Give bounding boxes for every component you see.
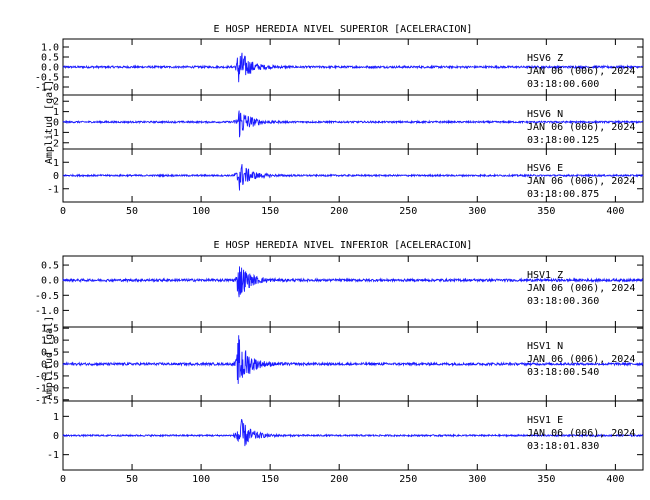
x-tick-label: 350 [537, 474, 555, 485]
station-label: HSV1 E [527, 415, 563, 426]
station-label: HSV6 E [527, 163, 563, 174]
date-label: JAN 06 (006), 2024 [527, 122, 635, 133]
y-axis-label-superior: Amplitud [gal] [44, 80, 55, 164]
time-label: 03:18:00.360 [527, 296, 599, 307]
y-tick-label: 1.5 [41, 324, 59, 335]
y-axis-label-inferior: Amplitud [gal] [44, 316, 55, 400]
y-tick-label: 1 [53, 412, 59, 423]
y-tick-label: 2 [53, 97, 59, 108]
y-tick-label: -0.5 [35, 371, 59, 382]
y-tick-label: 0.5 [41, 261, 59, 272]
date-label: JAN 06 (006), 2024 [527, 354, 635, 365]
x-tick-label: 50 [126, 206, 138, 217]
y-tick-label: -1 [47, 128, 59, 139]
x-tick-label: 250 [399, 474, 417, 485]
y-tick-label: -0.5 [35, 291, 59, 302]
date-label: JAN 06 (006), 2024 [527, 176, 635, 187]
date-label: JAN 06 (006), 2024 [527, 428, 635, 439]
x-tick-label: 300 [468, 474, 486, 485]
station-label: HSV1 N [527, 341, 563, 352]
time-label: 03:18:01.830 [527, 441, 599, 452]
y-tick-label: 0.5 [41, 348, 59, 359]
x-tick-label: 300 [468, 206, 486, 217]
x-tick-label: 0 [60, 474, 66, 485]
seismic-trace-hsv6-z [62, 52, 644, 83]
y-tick-label: -1.0 [35, 306, 59, 317]
y-tick-label: 0 [53, 118, 59, 129]
x-tick-label: 250 [399, 206, 417, 217]
x-tick-label: 200 [330, 474, 348, 485]
y-tick-label: 1.0 [41, 43, 59, 54]
y-tick-label: 0 [53, 171, 59, 182]
y-tick-label: 1 [53, 107, 59, 118]
x-tick-label: 150 [261, 206, 279, 217]
seismic-trace-hsv1-n [62, 335, 644, 384]
y-tick-label: -1 [47, 184, 59, 195]
station-label: HSV6 N [527, 109, 563, 120]
y-tick-label: 0 [53, 431, 59, 442]
x-tick-label: 100 [192, 206, 210, 217]
x-tick-label: 100 [192, 474, 210, 485]
station-label: HSV6 Z [527, 53, 563, 64]
seismic-trace-hsv6-n [62, 110, 644, 138]
time-label: 03:18:00.540 [527, 367, 599, 378]
x-tick-label: 400 [606, 474, 624, 485]
y-tick-label: 0.0 [41, 360, 59, 371]
y-tick-label: -1 [47, 450, 59, 461]
y-tick-label: 0.0 [41, 63, 59, 74]
time-label: 03:18:00.875 [527, 189, 599, 200]
y-tick-label: 0.0 [41, 276, 59, 287]
seismic-trace-hsv1-z [62, 266, 644, 298]
time-label: 03:18:00.600 [527, 79, 599, 90]
y-tick-label: -2 [47, 138, 59, 149]
x-tick-label: 150 [261, 474, 279, 485]
x-tick-label: 400 [606, 206, 624, 217]
chart-title-superior: E HOSP HEREDIA NIVEL SUPERIOR [ACELERACI… [214, 24, 473, 35]
y-tick-label: -0.5 [35, 73, 59, 84]
y-tick-label: -1.0 [35, 383, 59, 394]
chart-title-inferior: E HOSP HEREDIA NIVEL INFERIOR [ACELERACI… [214, 240, 473, 251]
y-tick-label: -1.0 [35, 83, 59, 94]
y-tick-label: 1.0 [41, 336, 59, 347]
x-tick-label: 0 [60, 206, 66, 217]
date-label: JAN 06 (006), 2024 [527, 283, 635, 294]
y-tick-label: 1 [53, 158, 59, 169]
seismic-trace-hsv1-e [62, 419, 644, 447]
y-tick-label: 0.5 [41, 53, 59, 64]
x-tick-label: 200 [330, 206, 348, 217]
x-tick-label: 50 [126, 474, 138, 485]
x-tick-label: 350 [537, 206, 555, 217]
y-tick-label: -1.5 [35, 395, 59, 406]
time-label: 03:18:00.125 [527, 135, 599, 146]
date-label: JAN 06 (006), 2024 [527, 66, 635, 77]
station-label: HSV1 Z [527, 270, 563, 281]
seismic-trace-hsv6-e [62, 164, 644, 191]
